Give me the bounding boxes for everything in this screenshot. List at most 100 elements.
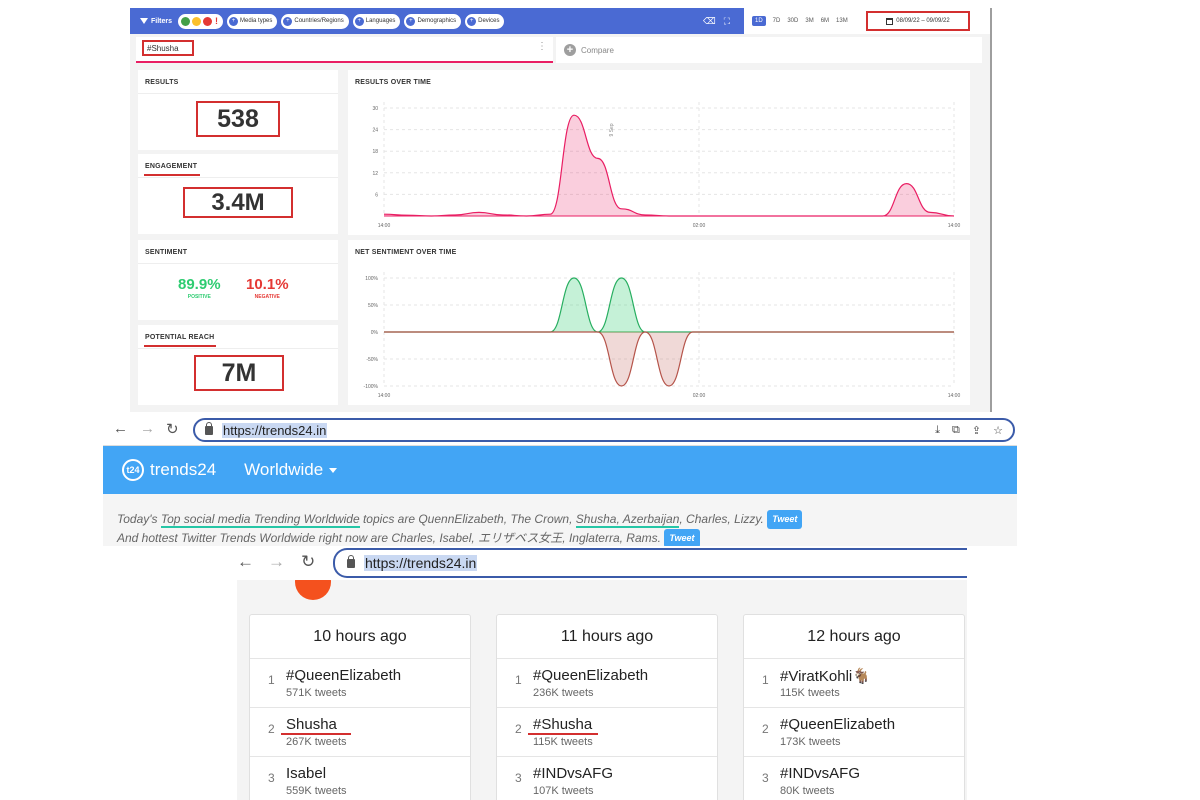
- plus-icon: +: [467, 16, 477, 26]
- trends24-brand[interactable]: trends24: [150, 460, 217, 479]
- positive-label: POSITIVE: [187, 294, 211, 300]
- share-icon[interactable]: ⇪: [971, 424, 982, 437]
- devices-chip[interactable]: + Devices: [465, 13, 505, 29]
- tweet-count: 559K tweets: [286, 785, 347, 797]
- trend-rank: 1: [762, 673, 769, 687]
- region-label: Worldwide: [244, 460, 324, 479]
- sentiment-filter-chip[interactable]: !: [178, 13, 224, 29]
- tweet-count: 115K tweets: [780, 687, 840, 699]
- query-label: #Shusha: [142, 40, 194, 56]
- trend-item[interactable]: 2 #QueenElizabeth 173K tweets: [744, 708, 964, 757]
- trend-name[interactable]: #INDvsAFG: [533, 765, 614, 782]
- filters-label: Filters: [151, 17, 173, 25]
- time-range-selector: 1D 7D 30D 3M 6M 13M 08/09/22 – 09/09/22: [744, 8, 990, 34]
- column-header: 12 hours ago: [744, 615, 964, 659]
- trend-item[interactable]: 3 #INDvsAFG 80K tweets: [744, 757, 964, 800]
- trend-item[interactable]: 1 #QueenElizabeth 571K tweets: [250, 659, 470, 708]
- calendar-icon: [886, 17, 894, 25]
- tweet-button[interactable]: Tweet: [767, 510, 803, 529]
- tweet-button[interactable]: Tweet: [664, 529, 700, 548]
- intro-text: And hottest Twitter Trends Worldwide rig…: [117, 531, 661, 545]
- trend-name[interactable]: #QueenElizabeth: [780, 716, 896, 733]
- orange-circle-button[interactable]: [295, 580, 331, 600]
- forward-icon[interactable]: →: [268, 552, 285, 571]
- range-13m[interactable]: 13M: [836, 18, 848, 24]
- trend-name[interactable]: Shusha: [286, 716, 337, 733]
- forward-icon[interactable]: →: [140, 420, 155, 437]
- chip-label: Languages: [365, 18, 396, 24]
- reach-value: 7M: [194, 355, 284, 391]
- add-icon: +: [564, 44, 576, 56]
- trend-name[interactable]: Isabel: [286, 765, 327, 782]
- trend-name[interactable]: #QueenElizabeth: [286, 667, 402, 684]
- x-tick-label: 14:00: [948, 223, 961, 229]
- range-30d[interactable]: 30D: [787, 18, 799, 24]
- address-bar[interactable]: https://trends24.in ⤓ ⧉ ⇪ ☆: [193, 418, 1015, 442]
- reach-title: POTENTIAL REACH: [145, 334, 215, 341]
- x-tick-label: 02:00: [693, 223, 706, 229]
- divider: [138, 348, 338, 349]
- red-underline: [144, 345, 216, 347]
- demographics-chip[interactable]: + Demographics: [404, 13, 462, 29]
- query-tab[interactable]: #Shusha ⋮: [136, 37, 553, 63]
- engagement-value: 3.4M: [183, 187, 293, 218]
- trend-item[interactable]: 1 #QueenElizabeth 236K tweets: [497, 659, 717, 708]
- sentiment-chart-title: NET SENTIMENT OVER TIME: [355, 249, 457, 256]
- trend-name[interactable]: #INDvsAFG: [780, 765, 861, 782]
- intro-text: Today's: [117, 512, 161, 526]
- trend-item[interactable]: 3 #INDvsAFG 107K tweets: [497, 757, 717, 800]
- compare-label: Compare: [581, 45, 614, 55]
- series-area: [384, 115, 954, 216]
- y-tick-label: 24: [372, 128, 378, 134]
- series-line: [384, 331, 954, 387]
- net-sentiment-chart: 100% 50% 0% -50% -100% 14:00 02:00 14:00: [364, 272, 960, 399]
- range-3m[interactable]: 3M: [805, 18, 814, 24]
- filters-button[interactable]: Filters: [140, 18, 172, 25]
- trend-rank: 2: [268, 722, 275, 736]
- clear-filters-icon[interactable]: ⌫: [702, 15, 716, 26]
- trend-name[interactable]: #Shusha: [533, 716, 593, 733]
- trend-name[interactable]: #QueenElizabeth: [533, 667, 649, 684]
- results-title: RESULTS: [145, 79, 179, 86]
- tweet-count: 236K tweets: [533, 687, 594, 699]
- range-7d[interactable]: 7D: [772, 18, 781, 24]
- trends24-logo[interactable]: t24: [122, 459, 144, 481]
- bookmark-star-icon[interactable]: ☆: [993, 424, 1003, 437]
- neutral-face-icon: [192, 16, 202, 26]
- trend-item[interactable]: 3 Isabel 559K tweets: [250, 757, 470, 800]
- trend-name[interactable]: #ViratKohli🐐: [780, 668, 871, 685]
- positive-face-icon: [181, 16, 191, 26]
- more-options-icon[interactable]: ⋮: [537, 41, 547, 52]
- translate-icon[interactable]: ⧉: [952, 423, 960, 436]
- compare-button[interactable]: + Compare: [556, 37, 982, 63]
- query-bar: #Shusha ⋮ + Compare: [136, 37, 982, 63]
- address-bar-2[interactable]: https://trends24.in: [333, 548, 967, 578]
- trend-item[interactable]: 2 Shusha 267K tweets: [250, 708, 470, 757]
- date-range-picker[interactable]: 08/09/22 – 09/09/22: [866, 11, 970, 31]
- reload-icon[interactable]: ↻: [166, 421, 179, 438]
- sentiment-card: SENTIMENT 89.9% POSITIVE 10.1% NEGATIVE: [138, 240, 338, 320]
- url-text: https://trends24.in: [364, 555, 478, 571]
- analytics-dashboard: Filters ! + Media types + Countries/Region…: [130, 8, 992, 412]
- y-tick-label: 12: [372, 171, 378, 177]
- x-tick-label: 14:00: [378, 393, 391, 399]
- trend-item[interactable]: 2 #Shusha 115K tweets: [497, 708, 717, 757]
- install-icon[interactable]: ⤓: [935, 423, 941, 436]
- languages-chip[interactable]: + Languages: [352, 13, 401, 29]
- back-icon[interactable]: ←: [113, 420, 128, 437]
- column-header: 11 hours ago: [497, 615, 717, 659]
- reload-icon[interactable]: ↻: [301, 552, 316, 571]
- trend-item[interactable]: 1 #ViratKohli🐐 115K tweets: [744, 659, 964, 708]
- fullscreen-icon[interactable]: ⛶: [723, 15, 730, 26]
- range-6m[interactable]: 6M: [820, 18, 830, 24]
- trends-intro: Today's Top social media Trending Worldw…: [103, 494, 1017, 548]
- media-types-chip[interactable]: + Media types: [227, 13, 278, 29]
- series-line: [383, 114, 955, 217]
- y-tick-label: 30: [372, 106, 378, 112]
- countries-chip[interactable]: + Countries/Regions: [281, 13, 349, 29]
- tweet-count: 107K tweets: [533, 785, 594, 797]
- region-dropdown[interactable]: Worldwide: [244, 460, 338, 480]
- back-icon[interactable]: ←: [237, 552, 254, 571]
- range-1d[interactable]: 1D: [752, 16, 766, 26]
- trend-column: 11 hours ago 1 #QueenElizabeth 236K tweets 2…: [496, 614, 718, 800]
